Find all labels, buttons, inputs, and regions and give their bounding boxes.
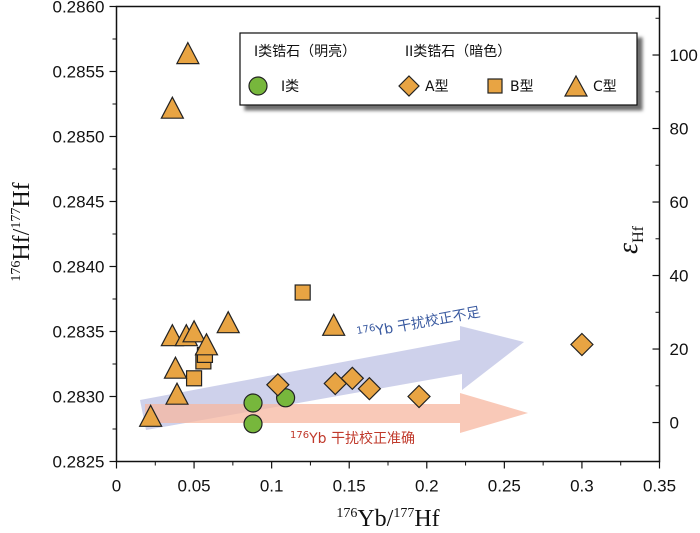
data-point-triangle — [163, 355, 188, 379]
data-point-circle — [243, 414, 263, 434]
y-tick-label: 0.2855 — [53, 63, 105, 82]
series-diamond — [266, 332, 594, 409]
x-tick-label: 0.35 — [643, 477, 676, 496]
legend-label-typeB: B型 — [510, 79, 534, 95]
data-point-triangle — [165, 381, 189, 405]
data-point-triangle — [321, 313, 346, 336]
data-point-diamond — [357, 376, 382, 401]
legend-label-typeA: A型 — [425, 79, 449, 95]
data-point-triangle — [160, 95, 185, 119]
data-point-circle — [243, 393, 263, 413]
y2-tick-label: 20 — [670, 340, 689, 359]
y-tick-label: 0.2825 — [53, 453, 105, 472]
data-point-triangle — [194, 332, 219, 356]
data-point-diamond — [340, 366, 365, 391]
y2-tick-label: 40 — [670, 267, 689, 286]
arrow-correction-accurate — [145, 393, 528, 433]
y-tick-label: 0.2835 — [53, 323, 105, 342]
legend-marker-typeB — [487, 78, 503, 94]
legend-label-class1: I类 — [281, 79, 299, 95]
data-point-triangle — [138, 404, 163, 427]
x-tick-label: 0.25 — [488, 477, 521, 496]
y2-tick-label: 100 — [670, 46, 698, 65]
legend-label-typeC: C型 — [593, 79, 617, 95]
data-point-square — [185, 370, 203, 387]
y2-tick-label: 80 — [670, 120, 689, 139]
y-tick-label: 0.2845 — [53, 193, 105, 212]
y2-axis-title: εHf — [613, 225, 647, 254]
y-tick-label: 0.2850 — [53, 128, 105, 147]
x-tick-label: 0.3 — [570, 477, 594, 496]
x-tick-label: 0.1 — [260, 477, 284, 496]
series-triangle — [138, 41, 346, 427]
y-tick-label: 0.2840 — [53, 258, 105, 277]
annotation-correction-accurate: 176Yb 干扰校正准确 — [290, 430, 415, 447]
legend-group2-title: II类锆石（暗色） — [405, 43, 511, 60]
data-point-diamond — [266, 372, 290, 397]
x-tick-label: 0.15 — [333, 477, 366, 496]
y-axis-title: 176Hf/177Hf — [9, 182, 35, 281]
data-point-triangle — [216, 310, 241, 334]
data-point-square — [294, 284, 311, 301]
legend-group1-title: I类锆石（明亮） — [254, 43, 356, 60]
x-tick-label: 0 — [112, 477, 121, 496]
y-tick-label: 0.2860 — [53, 0, 105, 17]
x-axis-title: 176Yb/177Hf — [336, 506, 439, 532]
data-point-triangle — [182, 319, 207, 343]
y2-tick-label: 0 — [670, 414, 679, 433]
legend-marker-typeA — [398, 75, 420, 97]
y-tick-label: 0.2830 — [53, 388, 105, 407]
data-point-diamond — [407, 384, 431, 409]
legend-marker-class1 — [248, 76, 268, 96]
data-point-triangle — [175, 41, 200, 65]
x-tick-label: 0.05 — [178, 477, 211, 496]
legend: I类锆石（明亮） II类锆石（暗色） I类 A型 B型 C型 — [239, 32, 638, 106]
legend-marker-typeC — [563, 74, 589, 97]
x-tick-label: 0.2 — [415, 477, 439, 496]
data-point-diamond — [570, 332, 594, 357]
y2-tick-label: 60 — [670, 193, 689, 212]
